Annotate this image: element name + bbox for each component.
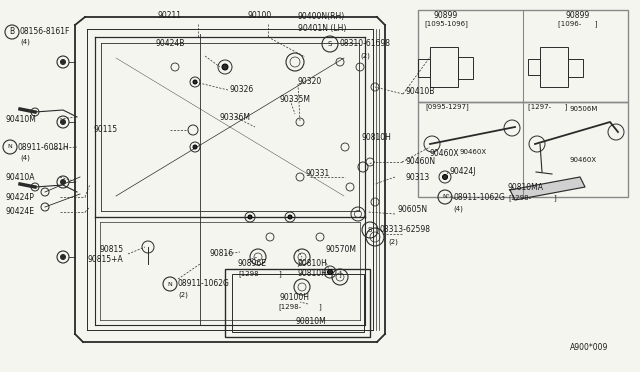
Text: 08310-61698: 08310-61698	[340, 39, 391, 48]
Text: 90326: 90326	[230, 86, 254, 94]
Bar	[568, 59, 583, 77]
Text: 90331: 90331	[305, 170, 329, 179]
Text: 90506M: 90506M	[570, 106, 598, 112]
Text: [1298-: [1298-	[278, 304, 301, 310]
Text: (2): (2)	[360, 53, 370, 59]
Text: [1298-: [1298-	[238, 270, 261, 278]
Circle shape	[442, 174, 447, 180]
Text: 90410A: 90410A	[5, 173, 35, 182]
Text: 90100: 90100	[248, 12, 272, 20]
Text: 90424J: 90424J	[450, 167, 477, 176]
Text: 08911-1062G: 08911-1062G	[178, 279, 230, 289]
Text: 90313: 90313	[405, 173, 429, 182]
Bar	[418, 102, 628, 197]
Text: 90424B: 90424B	[155, 39, 184, 48]
Bar	[540, 47, 568, 87]
Text: 90424E: 90424E	[5, 208, 34, 217]
Bar	[528, 59, 540, 75]
Text: 90899: 90899	[434, 10, 458, 19]
Circle shape	[193, 145, 197, 149]
Circle shape	[248, 215, 252, 219]
Text: [0995-1297]: [0995-1297]	[425, 104, 468, 110]
Text: 90320: 90320	[298, 77, 323, 87]
Text: 08911-6081H: 08911-6081H	[18, 142, 70, 151]
Circle shape	[328, 269, 333, 275]
Circle shape	[288, 215, 292, 219]
Text: ]: ]	[553, 195, 556, 201]
Bar	[418, 59, 430, 77]
Text: 90400N(RH): 90400N(RH)	[298, 13, 345, 22]
Text: [1298-: [1298-	[508, 195, 531, 201]
Text: 90115: 90115	[94, 125, 118, 135]
Text: 90410B: 90410B	[405, 87, 435, 96]
Text: 90100H: 90100H	[280, 292, 310, 301]
Text: S: S	[328, 41, 332, 47]
Circle shape	[193, 80, 197, 84]
Text: (2): (2)	[388, 239, 398, 245]
Text: 90424P: 90424P	[5, 192, 34, 202]
Circle shape	[61, 119, 65, 125]
Text: 90816: 90816	[210, 250, 234, 259]
Text: ]: ]	[278, 270, 281, 278]
Text: ]: ]	[338, 270, 340, 278]
Text: 90570M: 90570M	[325, 246, 356, 254]
Text: N: N	[443, 195, 447, 199]
Text: 90810M: 90810M	[295, 317, 326, 327]
Text: 90460X: 90460X	[460, 149, 487, 155]
Text: (4): (4)	[20, 155, 30, 161]
Circle shape	[222, 64, 228, 70]
Bar	[418, 10, 628, 102]
Text: 90810H: 90810H	[298, 269, 328, 279]
Text: 90896E: 90896E	[238, 260, 267, 269]
Text: 90335M: 90335M	[280, 96, 311, 105]
Text: 08313-62598: 08313-62598	[380, 225, 431, 234]
Text: 90336M: 90336M	[220, 112, 251, 122]
Text: 90810MA: 90810MA	[508, 183, 544, 192]
Text: S: S	[368, 227, 372, 233]
Text: 90899: 90899	[566, 10, 590, 19]
Text: 90410M: 90410M	[5, 115, 36, 124]
Text: [1297-      ]: [1297- ]	[528, 104, 568, 110]
Text: 90810H: 90810H	[298, 260, 328, 269]
Bar	[430, 47, 458, 87]
Text: (4): (4)	[20, 39, 30, 45]
Text: 90815+A: 90815+A	[88, 256, 124, 264]
Bar	[225, 269, 370, 337]
Text: 08156-8161F: 08156-8161F	[20, 28, 70, 36]
Text: ]: ]	[318, 304, 321, 310]
Text: [1096-      ]: [1096- ]	[558, 20, 598, 28]
Text: 90460N: 90460N	[405, 157, 435, 167]
Circle shape	[61, 60, 65, 64]
Bar	[458, 57, 473, 79]
Text: 90211: 90211	[158, 12, 182, 20]
Polygon shape	[510, 177, 585, 200]
Text: 90605N: 90605N	[398, 205, 428, 215]
Circle shape	[61, 180, 65, 185]
Text: 90810H: 90810H	[362, 132, 392, 141]
Circle shape	[61, 254, 65, 260]
Text: (4): (4)	[453, 206, 463, 212]
Text: 90401N (LH): 90401N (LH)	[298, 25, 346, 33]
Bar	[232, 274, 364, 332]
Text: 90460X: 90460X	[430, 150, 460, 158]
Text: N: N	[168, 282, 172, 286]
Text: A900*009: A900*009	[570, 343, 609, 352]
Text: 90460X: 90460X	[570, 157, 597, 163]
Text: (2): (2)	[178, 292, 188, 298]
Text: 90815: 90815	[100, 246, 124, 254]
Text: 08911-1062G: 08911-1062G	[453, 192, 505, 202]
Text: [1095-1096]: [1095-1096]	[424, 20, 468, 28]
Text: N: N	[8, 144, 12, 150]
Text: B: B	[10, 28, 15, 36]
